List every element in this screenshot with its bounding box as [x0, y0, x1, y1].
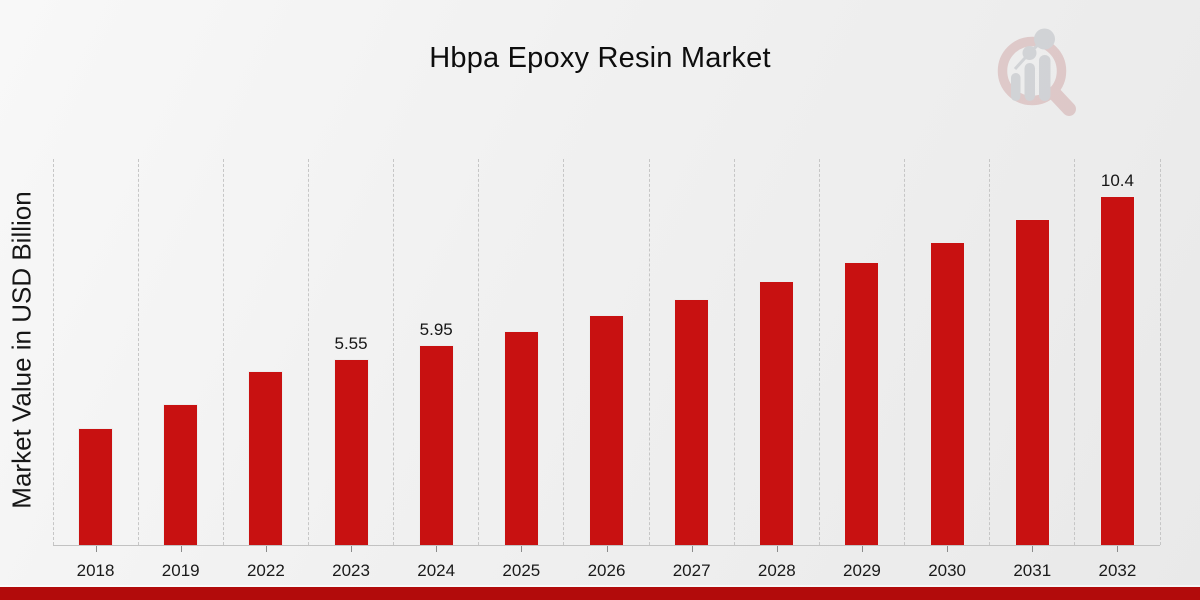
x-tick-label-2018: 2018 [76, 561, 115, 580]
x-tick-label-2027: 2027 [672, 561, 711, 580]
bar-2030 [929, 242, 965, 545]
bar-2018 [78, 428, 114, 545]
x-axis-tick [691, 546, 693, 552]
gridline [563, 159, 565, 545]
bottom-stripe [0, 587, 1200, 600]
x-axis-tick [947, 546, 949, 552]
logo-bar-3 [1039, 55, 1051, 101]
bar-2019 [163, 404, 199, 545]
gridline [137, 159, 139, 545]
x-axis-tick [180, 546, 182, 552]
x-tick-label-2032: 2032 [1098, 561, 1137, 580]
logo-bar-1 [1011, 73, 1021, 101]
gridline [989, 159, 991, 545]
gridline [393, 159, 395, 545]
bar-2028 [759, 281, 795, 545]
y-axis-label: Market Value in USD Billion [6, 191, 37, 509]
chart-title: Hbpa Epoxy Resin Market [429, 42, 771, 74]
magnifier-bar-chart-logo [997, 28, 1076, 116]
gridline [1074, 159, 1076, 545]
logo-dot-small [1022, 46, 1037, 60]
logo-bar-2 [1024, 63, 1035, 101]
x-axis-tick [1032, 546, 1034, 552]
gridline [733, 159, 735, 545]
x-axis-tick [265, 546, 267, 552]
magnifier-ring [997, 36, 1067, 106]
x-tick-label-2024: 2024 [417, 561, 456, 580]
gridline [52, 159, 54, 545]
x-axis-tick [861, 546, 863, 552]
x-tick-label-2029: 2029 [843, 561, 881, 580]
x-tick-label-2023: 2023 [332, 561, 370, 580]
magnifier-handle [1047, 86, 1076, 116]
gridline [1159, 159, 1161, 545]
gridline [307, 159, 309, 545]
x-tick-label-2030: 2030 [928, 561, 967, 580]
bar-2027 [674, 299, 710, 545]
x-axis-tick [776, 546, 778, 552]
gridline [818, 159, 820, 545]
x-tick-label-2025: 2025 [502, 561, 541, 580]
x-axis-tick [1117, 546, 1119, 552]
gridline [648, 159, 650, 545]
plot-area: 2018 2019 2022 5.55 2023 5.95 2024 2025 2026 2027… [52, 159, 1161, 580]
x-tick-label-2028: 2028 [757, 561, 796, 580]
x-tick-label-2022: 2022 [246, 561, 285, 580]
x-tick-label-2026: 2026 [587, 561, 626, 580]
x-tick-label-2019: 2019 [161, 561, 200, 580]
bar-2025 [503, 331, 539, 545]
bar-2024 [418, 345, 454, 545]
bar-2026 [589, 315, 624, 545]
bar-2023 [333, 359, 369, 545]
bar-2029 [844, 262, 880, 545]
gridline [478, 159, 480, 545]
gridline [904, 159, 906, 545]
trend-line [1013, 37, 1046, 71]
bar-2022 [248, 371, 284, 545]
bar-value-label-2024: 5.95 [419, 320, 453, 339]
bar-value-label-2032: 10.4 [1100, 171, 1134, 190]
x-axis-tick [351, 546, 353, 552]
bar-value-label-2023: 5.55 [334, 334, 368, 353]
x-axis-tick [606, 546, 608, 552]
x-axis-tick [436, 546, 438, 552]
bar-2032 [1099, 196, 1135, 545]
logo-dot-large [1034, 28, 1055, 50]
x-axis-tick [95, 546, 97, 552]
x-axis-tick [521, 546, 523, 552]
gridline [222, 159, 224, 545]
x-tick-label-2031: 2031 [1013, 561, 1052, 580]
bar-2031 [1014, 219, 1050, 545]
